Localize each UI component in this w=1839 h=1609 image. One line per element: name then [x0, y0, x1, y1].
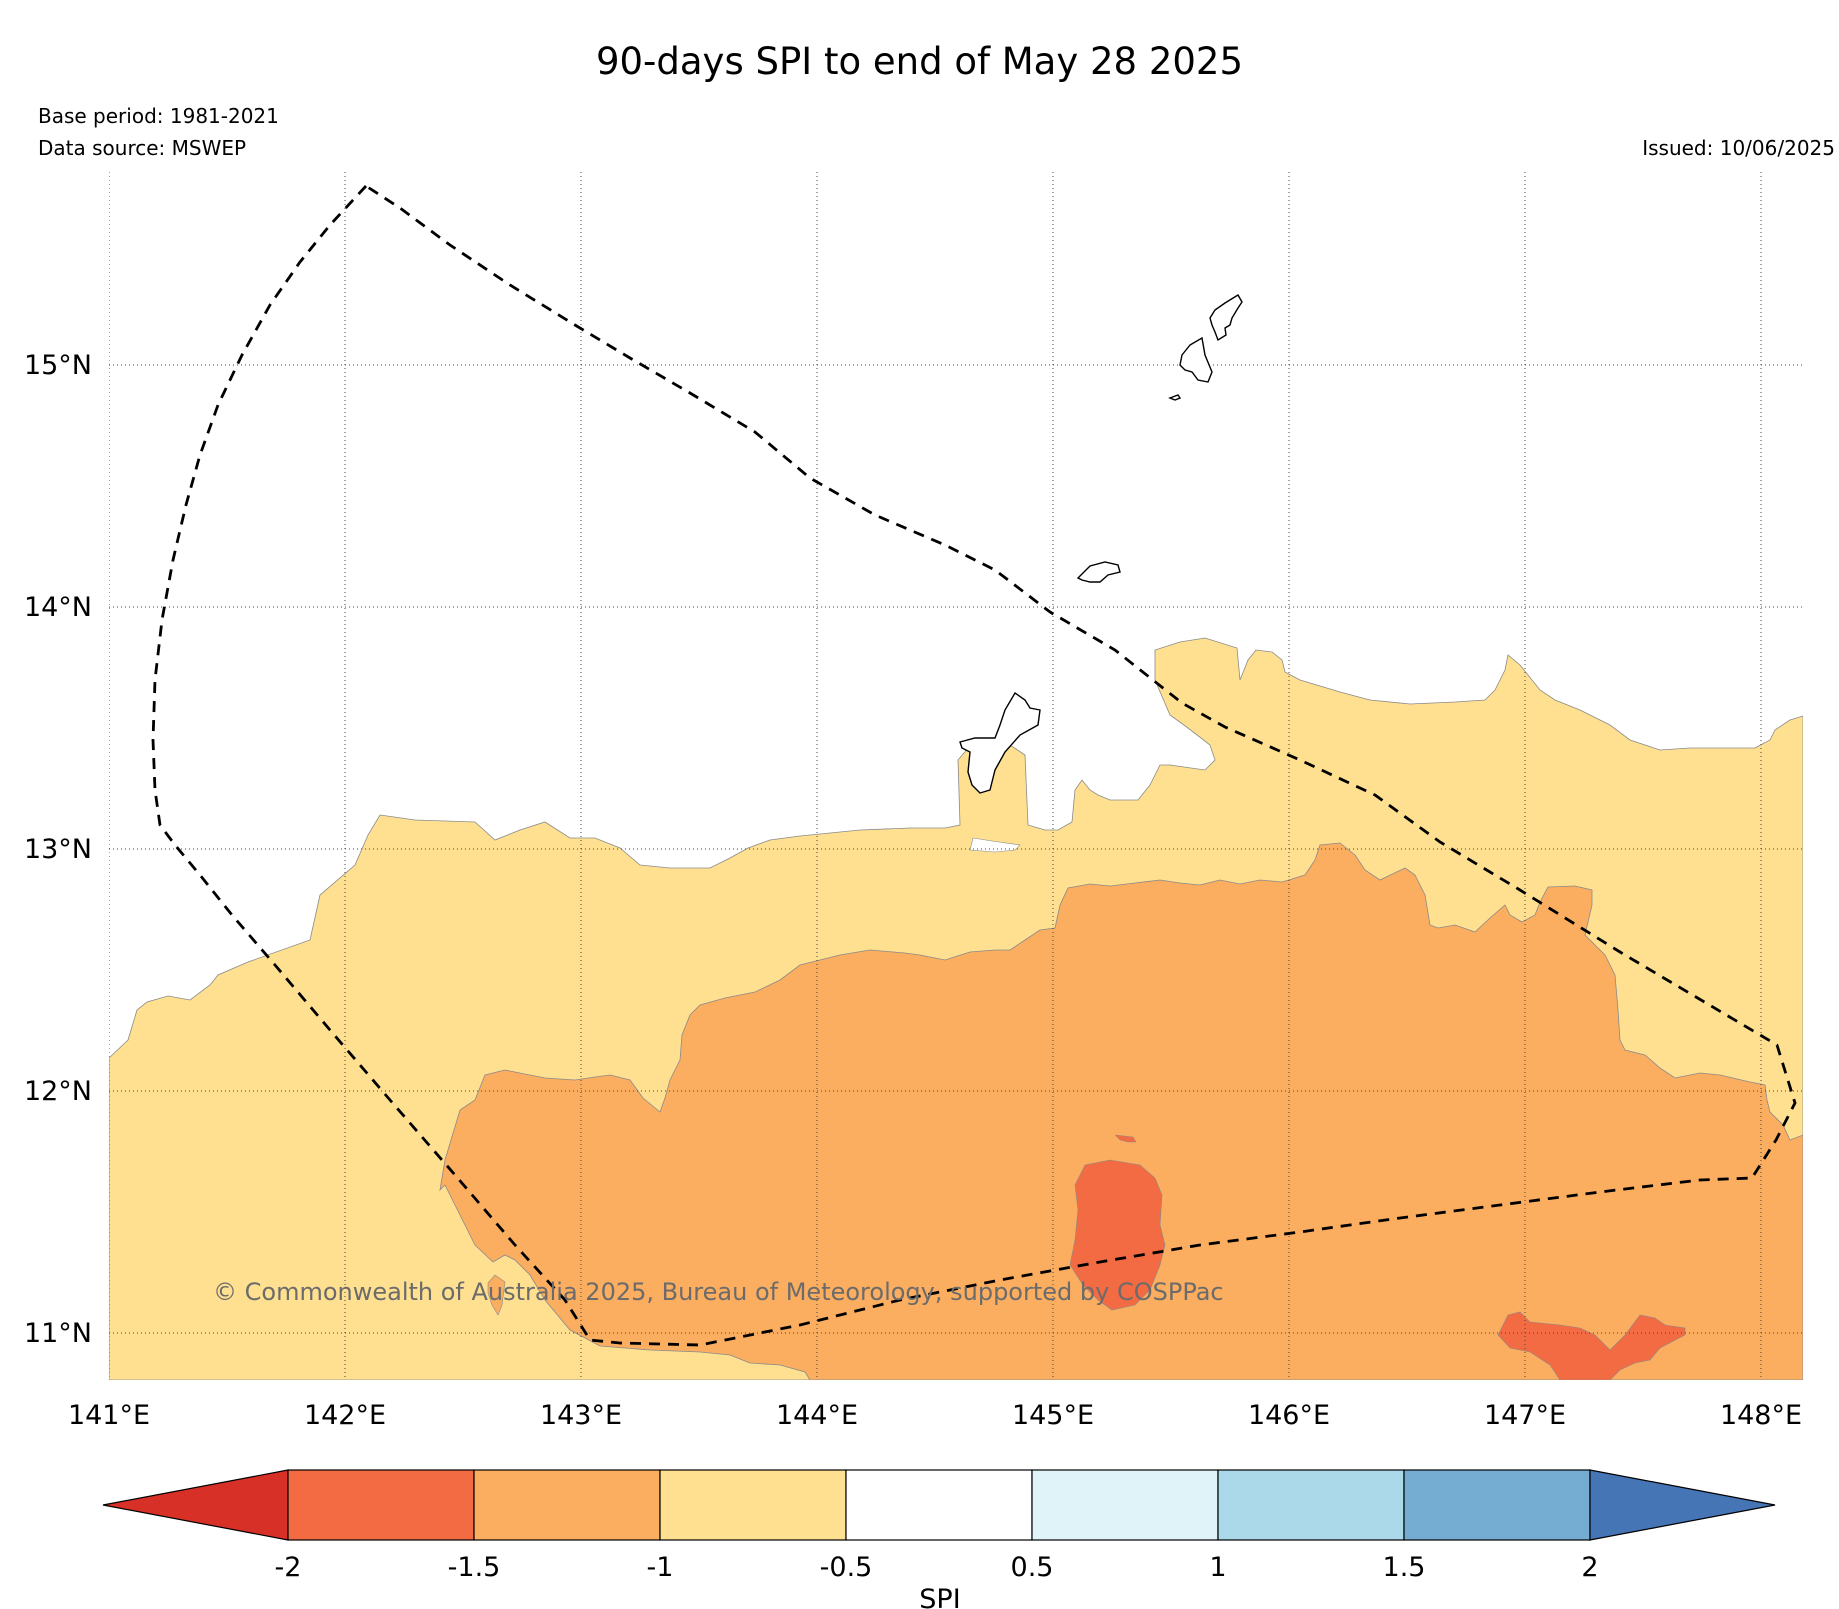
copyright-notice: © Commonwealth of Australia 2025, Bureau…: [213, 1278, 1224, 1306]
colorbar-extend-high: [1589, 1469, 1776, 1541]
island-saipan: [1209, 294, 1243, 342]
colorbar-tick: 1.5: [1383, 1552, 1426, 1583]
colorbar-extend-low: [102, 1469, 289, 1541]
colorbar-segment-2: [473, 1469, 661, 1541]
colorbar-label: SPI: [919, 1584, 960, 1609]
lat-labels: 15°N 14°N 13°N 12°N 11°N: [24, 350, 92, 1349]
island-rota: [1076, 561, 1121, 583]
island-tinian: [1179, 336, 1213, 383]
lon-label-146: 146°E: [1248, 1400, 1330, 1431]
islands: [959, 294, 1243, 794]
colorbar-tick: 1: [1209, 1552, 1226, 1583]
colorbar-tick: -0.5: [820, 1552, 873, 1583]
colorbar-tick: -1: [647, 1552, 674, 1583]
colorbar-tick: 0.5: [1011, 1552, 1054, 1583]
lon-label-147: 147°E: [1484, 1400, 1566, 1431]
map-title: 90-days SPI to end of May 28 2025: [595, 40, 1244, 83]
island-aguijan: [1168, 394, 1182, 401]
colorbar: -2 -1.5 -1 -0.5 0.5 1 1.5 2 SPI: [102, 1469, 1776, 1609]
lon-label-144: 144°E: [776, 1400, 858, 1431]
spi-region-dark-bottomright: [1497, 1311, 1686, 1380]
colorbar-segment-3: [659, 1469, 847, 1541]
map-area: © Commonwealth of Australia 2025, Bureau…: [109, 172, 1803, 1380]
colorbar-segment-6: [1217, 1469, 1405, 1541]
lat-label-14: 14°N: [24, 592, 92, 623]
lon-label-141: 141°E: [68, 1400, 150, 1431]
lon-label-143: 143°E: [540, 1400, 622, 1431]
colorbar-segment-5: [1031, 1469, 1219, 1541]
spi-region-orange: [439, 842, 1803, 1380]
colorbar-segment-4: [845, 1469, 1033, 1541]
lat-label-12: 12°N: [24, 1076, 92, 1107]
gridlines: [109, 172, 1803, 1380]
colorbar-tick: -1.5: [448, 1552, 501, 1583]
lat-label-13: 13°N: [24, 834, 92, 865]
colorbar-tick: 2: [1581, 1552, 1598, 1583]
colorbar-tick: -2: [275, 1552, 302, 1583]
lat-label-11: 11°N: [24, 1318, 92, 1349]
lat-label-15: 15°N: [24, 350, 92, 381]
lon-label-148: 148°E: [1720, 1400, 1802, 1431]
data-source: Data source: MSWEP: [38, 136, 247, 160]
island-guam: [959, 691, 1041, 794]
issued-date: Issued: 10/06/2025: [1642, 136, 1835, 160]
spi-region-dark-tiny: [1114, 1134, 1137, 1143]
spi-region-white-notch: [969, 837, 1021, 853]
base-period: Base period: 1981-2021: [38, 104, 279, 128]
colorbar-segment-7: [1403, 1469, 1591, 1541]
spi-region-dark-central: [1069, 1159, 1166, 1311]
lon-label-142: 142°E: [304, 1400, 386, 1431]
lon-label-145: 145°E: [1012, 1400, 1094, 1431]
lon-labels: 141°E 142°E 143°E 144°E 145°E 146°E 147°…: [68, 1400, 1802, 1431]
region-boundary: [151, 184, 1797, 1347]
colorbar-segment-1: [287, 1469, 475, 1541]
spi-region-orange-small: [487, 1274, 506, 1316]
